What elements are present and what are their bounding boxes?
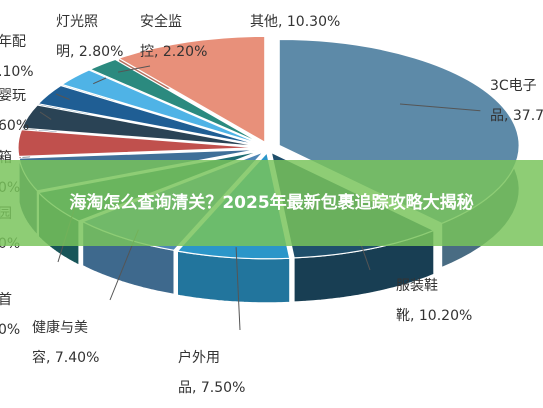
leader-line-9: [92, 77, 107, 85]
pie-slice-7: [21, 104, 259, 147]
leader-line-8: [55, 93, 70, 100]
slice-label-1-line-0: 服装鞋: [396, 278, 438, 294]
slice-label-10-line-0: 安全监: [140, 13, 182, 30]
slice-label-8-line-0: 年配: [0, 34, 26, 50]
slice-label-0-line-0: 3C电子: [490, 78, 537, 94]
leader-line-2: [235, 247, 241, 331]
slice-label-2-line-1: 品, 7.50%: [178, 380, 245, 396]
overlay-banner[interactable]: 海淘怎么查询清关？2025年最新包裹追踪攻略大揭秘: [0, 160, 543, 246]
leader-line-0: [399, 103, 481, 112]
slice-label-3-line-1: 容, 7.40%: [32, 349, 99, 366]
slice-label-8-line-1: .10%: [0, 64, 34, 80]
leader-line-10: [118, 65, 151, 73]
pie-slice-11: [117, 35, 266, 144]
slice-label-3-line-0: 健康与美: [32, 319, 88, 336]
pie-slice-9: [60, 69, 261, 145]
banner-title[interactable]: 海淘怎么查询清关？2025年最新包裹追踪攻略大揭秘: [69, 192, 474, 213]
leader-line-7: [39, 111, 52, 120]
slice-label-11-line-0: 其他, 10.30%: [250, 14, 340, 30]
pie-slice-6: [17, 128, 259, 158]
slice-label-0-line-1: 品, 37.7: [490, 108, 543, 124]
slice-label-10-line-1: 控, 2.20%: [140, 44, 207, 60]
slice-label-7-line-1: 60%: [0, 118, 29, 134]
pie-slice-10: [88, 58, 262, 145]
slice-label-9-line-0: 灯光照: [56, 14, 98, 30]
slice-label-9-line-1: 明, 2.80%: [56, 44, 123, 60]
pie-slice-8: [36, 84, 260, 146]
slice-label-7-line-0: 婴玩: [0, 88, 26, 104]
slice-label-1-line-1: 靴, 10.20%: [396, 308, 472, 324]
slice-label-4-line-1: 0%: [0, 322, 20, 338]
slice-label-2-line-0: 户外用: [178, 349, 220, 366]
slice-label-4-line-0: 首: [0, 292, 12, 308]
